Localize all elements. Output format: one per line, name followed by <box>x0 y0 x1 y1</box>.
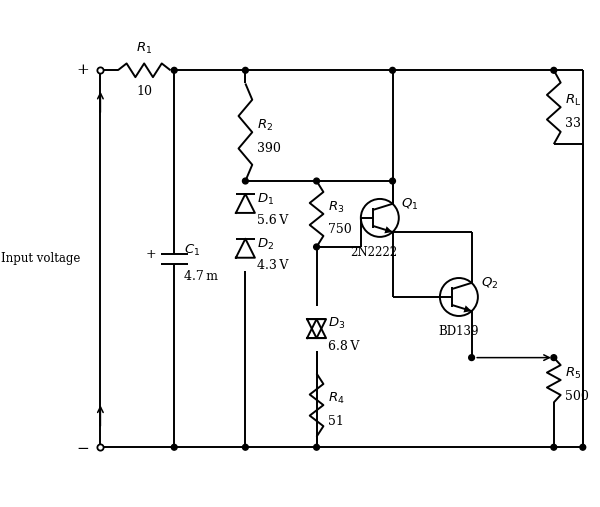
Circle shape <box>551 67 557 73</box>
Text: Input voltage: Input voltage <box>1 252 80 265</box>
Text: $R_3$: $R_3$ <box>328 200 344 215</box>
Text: $R_\mathrm{L}$: $R_\mathrm{L}$ <box>565 93 581 108</box>
Circle shape <box>551 444 557 450</box>
Text: $D_2$: $D_2$ <box>257 236 274 251</box>
Text: 4.7 m: 4.7 m <box>184 270 218 283</box>
Text: $Q_1$: $Q_1$ <box>401 197 419 212</box>
Polygon shape <box>385 226 392 233</box>
Text: +: + <box>76 63 89 77</box>
Circle shape <box>242 67 248 73</box>
Text: 4.3 V: 4.3 V <box>257 259 289 272</box>
Text: $R_5$: $R_5$ <box>565 366 581 381</box>
Circle shape <box>242 178 248 184</box>
Text: 500: 500 <box>565 389 589 403</box>
Circle shape <box>389 67 395 73</box>
Text: 390: 390 <box>257 142 281 155</box>
Circle shape <box>389 178 395 184</box>
Text: 10: 10 <box>136 85 152 98</box>
Circle shape <box>242 444 248 450</box>
Text: +: + <box>146 247 156 261</box>
Circle shape <box>314 244 319 250</box>
Text: BD139: BD139 <box>439 325 479 339</box>
Circle shape <box>172 444 177 450</box>
Circle shape <box>580 444 586 450</box>
Text: $D_1$: $D_1$ <box>257 192 274 207</box>
Text: $Q_2$: $Q_2$ <box>481 276 498 291</box>
Circle shape <box>551 355 557 360</box>
Circle shape <box>469 355 475 360</box>
Polygon shape <box>463 305 472 312</box>
Circle shape <box>172 67 177 73</box>
Text: $R_4$: $R_4$ <box>328 391 345 406</box>
Circle shape <box>314 178 319 184</box>
Text: 2N2222: 2N2222 <box>350 246 398 260</box>
Text: 6.8 V: 6.8 V <box>328 340 359 353</box>
Text: $R_1$: $R_1$ <box>136 41 152 56</box>
Text: $-$: $-$ <box>76 440 89 454</box>
Circle shape <box>314 444 319 450</box>
Text: $C_1$: $C_1$ <box>184 243 200 259</box>
Text: 51: 51 <box>328 415 344 427</box>
Text: $R_2$: $R_2$ <box>257 118 273 133</box>
Text: 750: 750 <box>328 224 352 236</box>
Text: $D_3$: $D_3$ <box>328 316 346 331</box>
Text: 33: 33 <box>565 117 581 130</box>
Text: 5.6 V: 5.6 V <box>257 214 288 227</box>
